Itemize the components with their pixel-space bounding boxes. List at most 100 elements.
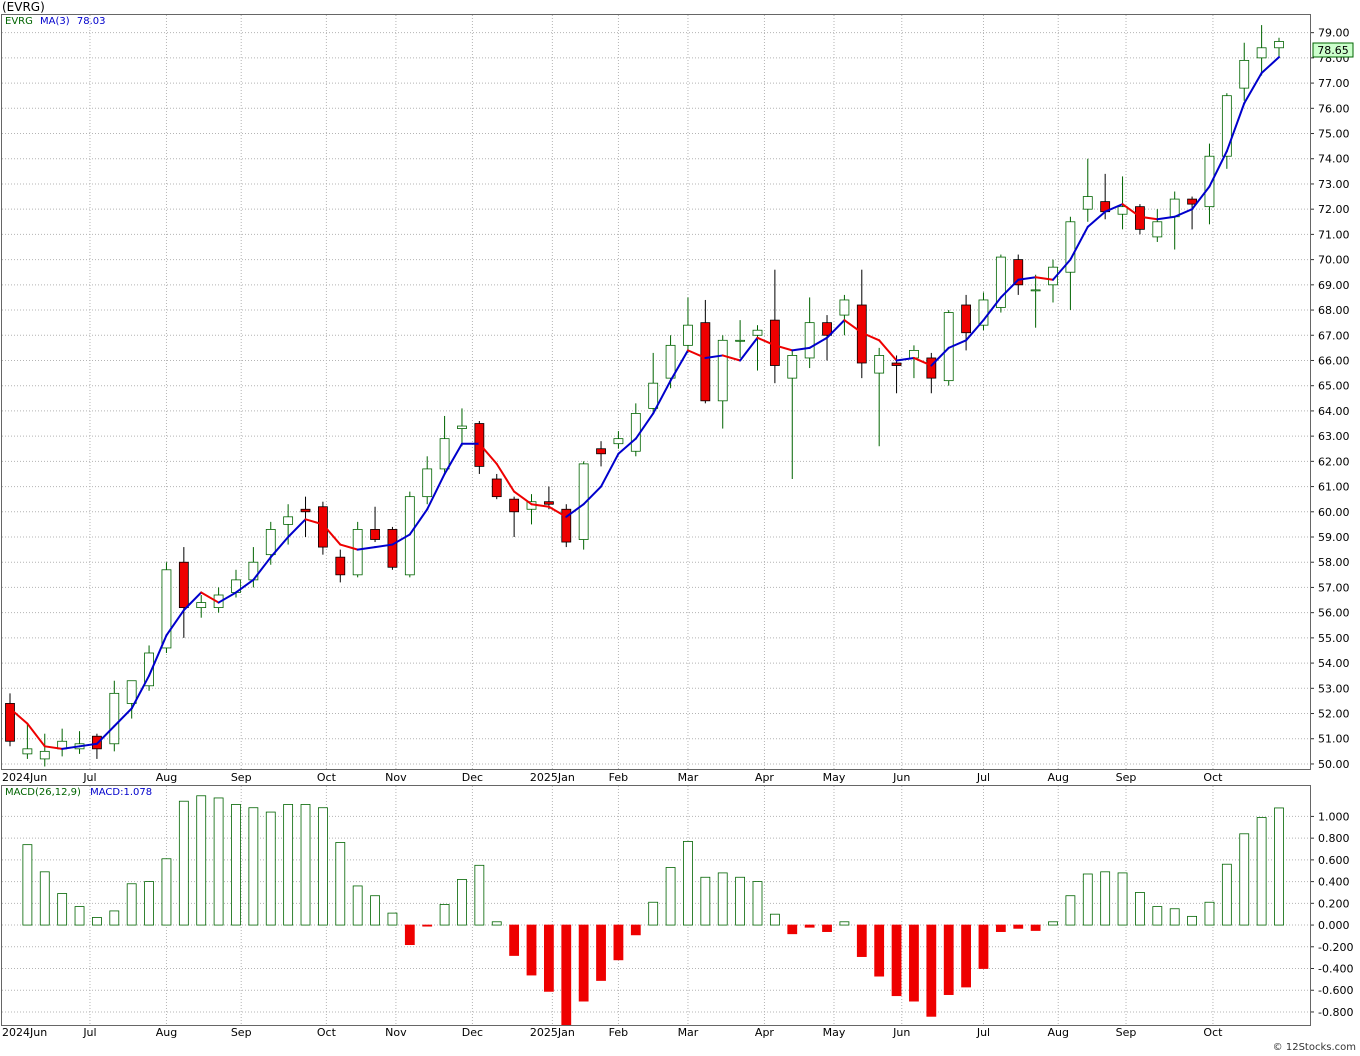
candle-down xyxy=(318,501,328,555)
ma-segment xyxy=(1034,276,1055,281)
macd-bar-positive xyxy=(474,864,485,926)
candle-up xyxy=(752,325,763,371)
candle-body xyxy=(700,322,711,402)
ma-segment xyxy=(1208,150,1228,188)
ma-segment xyxy=(582,485,603,506)
ma-segment xyxy=(269,536,290,559)
candle-body xyxy=(717,339,728,402)
candle-down xyxy=(561,504,572,548)
price-y-axis: 79.0078.0077.0076.0075.0074.0073.0072.00… xyxy=(1310,27,1350,771)
ma-segment xyxy=(617,437,637,455)
candle-up xyxy=(22,723,33,759)
candle-body xyxy=(1169,198,1180,218)
candle-body xyxy=(1013,259,1024,286)
macd-bar-positive xyxy=(648,901,659,926)
candle-up xyxy=(874,347,885,447)
macd-bar-positive xyxy=(457,879,467,926)
macd-bar-negative xyxy=(561,924,572,1026)
price-x-tick-label: Jul xyxy=(976,771,990,784)
price-tick-label: 57.00 xyxy=(1318,581,1350,594)
candle-body xyxy=(126,680,137,704)
price-tick-label: 65.00 xyxy=(1318,380,1350,393)
price-tick-label: 53.00 xyxy=(1318,682,1350,695)
candle-body xyxy=(891,362,902,366)
macd-x-tick-label: Oct xyxy=(317,1026,337,1039)
candle-up xyxy=(144,645,154,691)
legend-macd-label: MACD(26,12,9) xyxy=(5,787,81,798)
macd-bar-negative xyxy=(422,924,433,927)
candle-down xyxy=(300,496,311,537)
price-x-tick-label: Feb xyxy=(609,771,628,784)
ma-segment xyxy=(721,354,742,362)
macd-bar-positive xyxy=(700,876,711,926)
macd-bar-negative xyxy=(822,924,832,932)
macd-bar-positive xyxy=(248,807,259,926)
macd-bar-positive xyxy=(665,867,676,926)
macd-bar-negative xyxy=(961,924,971,988)
ma-segment xyxy=(652,379,672,415)
macd-panel-frame xyxy=(1,785,1311,1026)
ma-segment xyxy=(756,336,776,347)
candle-body xyxy=(1065,221,1076,273)
ma-segment xyxy=(826,319,846,339)
candle-body xyxy=(1221,95,1232,157)
macd-bar-negative xyxy=(613,924,624,961)
candle-up xyxy=(457,408,467,447)
macd-x-tick-label: Aug xyxy=(156,1026,177,1039)
macd-tick-label: 0.400 xyxy=(1318,876,1350,889)
legend-ma-value: 78.03 xyxy=(76,16,106,27)
price-tick-label: 71.00 xyxy=(1318,228,1350,241)
candle-body xyxy=(370,529,380,540)
candle-up xyxy=(439,415,450,474)
price-tick-label: 55.00 xyxy=(1318,632,1350,645)
price-x-tick-label: Sep xyxy=(1116,771,1137,784)
candle-body xyxy=(178,561,189,609)
ma-segment xyxy=(982,296,1002,322)
macd-bar-positive xyxy=(196,795,207,926)
macd-tick-label: 0.800 xyxy=(1318,832,1350,845)
price-x-tick-label: Aug xyxy=(1047,771,1068,784)
price-x-tick-label: Mar xyxy=(678,771,699,784)
ma-segment xyxy=(9,707,29,725)
price-x-tick-label: Oct xyxy=(317,771,337,784)
price-tick-label: 51.00 xyxy=(1318,733,1350,746)
macd-bar-positive xyxy=(161,858,172,926)
ma-segment xyxy=(443,442,463,475)
candle-body xyxy=(109,692,120,745)
ma-segment xyxy=(148,634,168,677)
ma-segment xyxy=(1069,225,1089,261)
macd-bar-positive xyxy=(335,842,346,926)
ma-segment xyxy=(356,546,377,551)
candle-up xyxy=(1256,25,1267,76)
ma-segment xyxy=(408,508,429,536)
ma-segment xyxy=(773,344,794,352)
macd-bar-negative xyxy=(509,924,520,956)
price-tick-label: 54.00 xyxy=(1318,657,1350,670)
macd-bar-positive xyxy=(213,797,224,926)
candle-down xyxy=(335,549,346,583)
price-tick-label: 56.00 xyxy=(1318,607,1350,620)
macd-bar-positive xyxy=(1221,863,1232,926)
ma-segment xyxy=(113,707,133,728)
macd-bar-positive xyxy=(283,804,294,926)
candle-body xyxy=(300,508,311,513)
ma-segment xyxy=(165,609,185,637)
legend-macd-value: MACD:1.078 xyxy=(90,787,153,798)
macd-bar-positive xyxy=(1239,833,1250,926)
candle-body xyxy=(1082,196,1093,210)
macd-bar-positive xyxy=(22,844,33,926)
candle-body xyxy=(491,478,502,498)
candle-down xyxy=(1013,254,1024,295)
macd-bar-positive xyxy=(231,804,241,926)
candle-up xyxy=(717,335,728,429)
candle-up xyxy=(1274,37,1284,58)
macd-x-tick-label: Aug xyxy=(1047,1026,1068,1039)
macd-bar-negative xyxy=(856,924,867,957)
candle-up xyxy=(735,320,746,358)
macd-y-axis: 1.000 0.800 0.600 0.400 0.200 0.000 -0.200 -0.4… xyxy=(1310,810,1353,1019)
candle-up xyxy=(161,562,172,653)
candle-up xyxy=(683,297,693,353)
macd-x-tick-label: 2024Jun xyxy=(2,1026,47,1039)
candle-up xyxy=(213,587,224,613)
macd-tick-label: -0.600 xyxy=(1318,984,1353,997)
